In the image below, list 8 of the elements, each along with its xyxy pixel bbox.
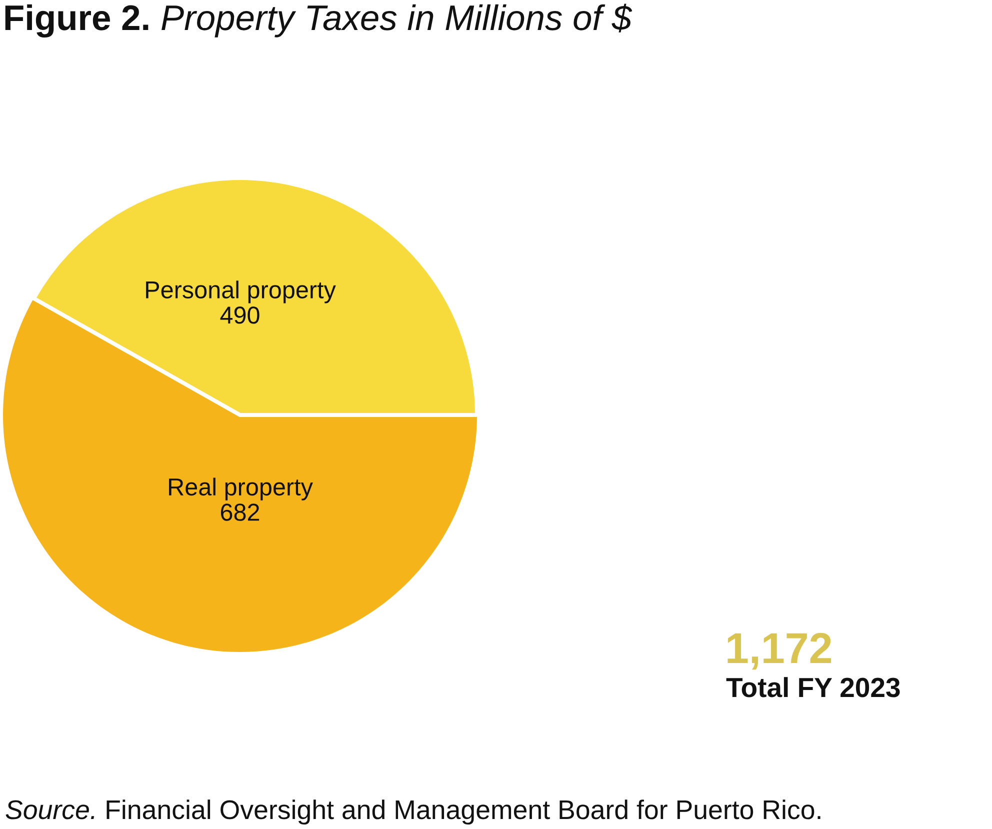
slice-label: Personal property (146, 280, 336, 304)
source-note: Source. Financial Oversight and Management Board for Puerto Rico. (6, 800, 820, 825)
text: Total FY 2023 (726, 677, 900, 698)
chart-title: Figure 2. Property Taxes in Millions of $ (5, 4, 632, 38)
data-label: 682 (220, 504, 260, 521)
slice-label: Real property (169, 478, 313, 500)
data-label: 490 (220, 306, 260, 324)
text: 1,172 (728, 632, 832, 670)
